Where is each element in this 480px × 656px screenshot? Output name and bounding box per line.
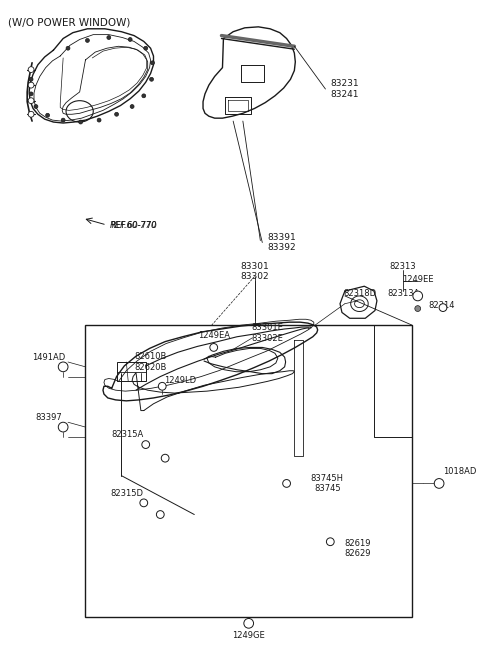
Circle shape bbox=[142, 441, 150, 449]
Circle shape bbox=[151, 61, 155, 65]
Text: REF.60-770: REF.60-770 bbox=[110, 220, 157, 230]
Circle shape bbox=[413, 291, 422, 301]
Text: 1249LD: 1249LD bbox=[164, 376, 196, 385]
Circle shape bbox=[29, 77, 33, 81]
Circle shape bbox=[156, 510, 164, 518]
Circle shape bbox=[158, 382, 166, 390]
Text: 83301E
83302E: 83301E 83302E bbox=[251, 323, 283, 342]
Circle shape bbox=[79, 120, 83, 124]
Circle shape bbox=[28, 98, 34, 104]
Text: 1249GE: 1249GE bbox=[232, 632, 265, 640]
Circle shape bbox=[115, 112, 119, 116]
Text: 1018AD: 1018AD bbox=[443, 467, 476, 476]
Text: 1249EA: 1249EA bbox=[198, 331, 230, 340]
Text: 82313A: 82313A bbox=[387, 289, 420, 298]
Bar bbox=[85, 325, 412, 617]
Circle shape bbox=[34, 104, 38, 108]
Text: 83391
83392: 83391 83392 bbox=[267, 233, 296, 252]
Circle shape bbox=[28, 112, 34, 117]
Text: 82315D: 82315D bbox=[111, 489, 144, 498]
Circle shape bbox=[128, 37, 132, 41]
Text: 82314: 82314 bbox=[429, 301, 455, 310]
Circle shape bbox=[66, 47, 70, 50]
Circle shape bbox=[97, 118, 101, 122]
Circle shape bbox=[283, 480, 290, 487]
Circle shape bbox=[144, 47, 148, 50]
Circle shape bbox=[28, 67, 34, 73]
Circle shape bbox=[46, 113, 49, 117]
Circle shape bbox=[326, 538, 334, 546]
Circle shape bbox=[244, 619, 253, 628]
Text: (W/O POWER WINDOW): (W/O POWER WINDOW) bbox=[8, 17, 130, 27]
Circle shape bbox=[210, 344, 217, 352]
Circle shape bbox=[161, 455, 169, 462]
Text: 82318D: 82318D bbox=[343, 289, 376, 298]
Text: 82610B
82620B: 82610B 82620B bbox=[134, 352, 167, 372]
Circle shape bbox=[28, 82, 34, 88]
Text: 83397: 83397 bbox=[35, 413, 62, 422]
Circle shape bbox=[58, 362, 68, 372]
Text: 83301
83302: 83301 83302 bbox=[240, 262, 269, 281]
Text: 82315A: 82315A bbox=[111, 430, 144, 440]
Circle shape bbox=[85, 39, 89, 43]
Bar bbox=[117, 362, 146, 381]
Text: 83231
83241: 83231 83241 bbox=[330, 79, 359, 98]
Circle shape bbox=[107, 35, 111, 39]
Circle shape bbox=[58, 422, 68, 432]
Circle shape bbox=[415, 306, 420, 312]
Text: 1249EE: 1249EE bbox=[402, 275, 433, 284]
Circle shape bbox=[142, 94, 146, 98]
Circle shape bbox=[140, 499, 148, 506]
Circle shape bbox=[434, 479, 444, 488]
Circle shape bbox=[130, 104, 134, 108]
Circle shape bbox=[150, 77, 154, 81]
Circle shape bbox=[29, 92, 33, 96]
Text: REF.60-770: REF.60-770 bbox=[110, 220, 156, 230]
Circle shape bbox=[439, 304, 447, 312]
Text: 82313: 82313 bbox=[390, 262, 417, 272]
Circle shape bbox=[61, 118, 65, 122]
Text: 1491AD: 1491AD bbox=[32, 353, 65, 361]
Text: 83745H
83745: 83745H 83745 bbox=[311, 474, 344, 493]
Text: 82619
82629: 82619 82629 bbox=[345, 539, 372, 558]
